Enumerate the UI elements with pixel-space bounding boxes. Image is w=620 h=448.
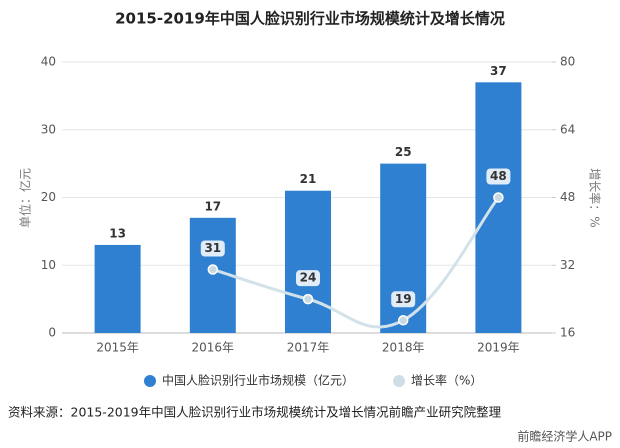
label-bg: [200, 240, 225, 257]
y-tick-label: 40: [41, 55, 56, 69]
bar-value-label: 13: [109, 226, 126, 240]
y-tick-label: 0: [48, 326, 56, 340]
legend-marker: [393, 375, 406, 387]
x-tick-label: 2018年: [382, 341, 425, 355]
line-point: [302, 293, 314, 305]
line-point: [397, 315, 409, 326]
legend-marker: [144, 375, 156, 387]
y-axis-label: 单位：亿元: [18, 168, 33, 228]
bar: [475, 82, 522, 333]
x-tick-label: 2016年: [192, 341, 235, 355]
y2-tick-label: 32: [560, 258, 575, 272]
brand: 前瞻经济学人APP: [517, 429, 612, 444]
bar-value-label: 21: [300, 172, 317, 186]
bar-value-label: 17: [204, 199, 221, 213]
x-tick-label: 2017年: [287, 341, 330, 355]
x-tick-label: 2019年: [477, 341, 520, 355]
legend-label: 中国人脸识别行业市场规模（亿元）: [162, 373, 354, 388]
bar-value-label: 25: [395, 145, 412, 159]
line-point: [493, 192, 504, 203]
label-bg: [296, 270, 320, 287]
bar: [94, 244, 141, 333]
chart-title: 2015-2019年中国人脸识别行业市场规模统计及增长情况: [115, 10, 505, 28]
y2-tick-label: 64: [560, 122, 575, 136]
label-bg: [391, 291, 416, 308]
y2-axis-label: 增长率：%: [588, 168, 603, 227]
source-note: 资料来源：2015-2019年中国人脸识别行业市场规模统计及增长情况前瞻产业研究…: [8, 405, 502, 420]
y-tick-label: 10: [41, 258, 56, 272]
line-value-label: 19: [395, 292, 412, 306]
y2-tick-label: 80: [560, 55, 575, 69]
line-value-label: 24: [300, 271, 317, 285]
y-tick-label: 20: [41, 190, 56, 204]
y2-tick-label: 48: [560, 190, 575, 204]
line-point: [207, 264, 219, 275]
line-value-label: 31: [204, 241, 221, 255]
y-tick-label: 30: [41, 122, 56, 136]
y2-tick-label: 16: [560, 326, 575, 340]
bar: [285, 190, 331, 333]
line-value-label: 48: [490, 169, 507, 183]
line: [212, 196, 500, 329]
x-tick-label: 2015年: [96, 341, 139, 355]
legend-label: 增长率（%）: [411, 373, 482, 388]
label-bg: [486, 168, 511, 185]
bar-value-label: 37: [490, 64, 507, 78]
